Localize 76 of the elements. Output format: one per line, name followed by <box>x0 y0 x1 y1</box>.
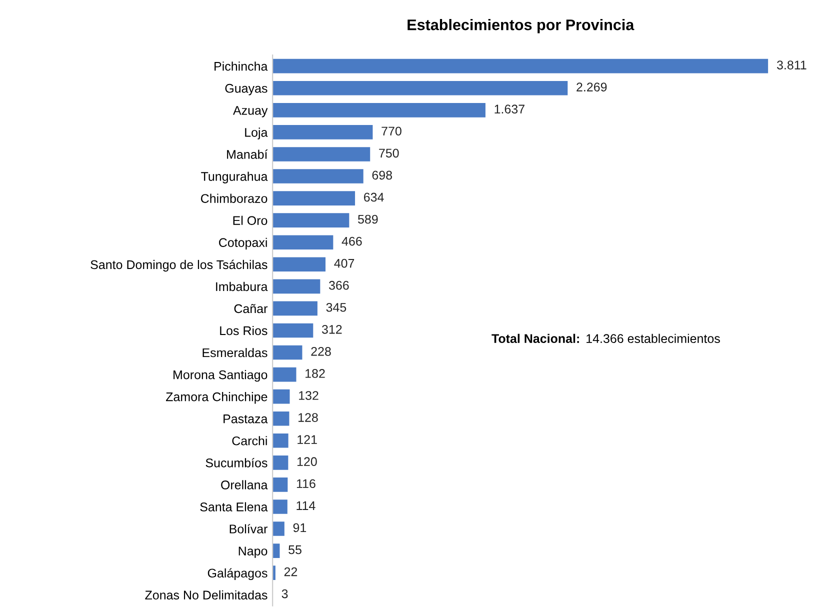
y-tick-label: El Oro <box>233 216 268 225</box>
data-label: 589 <box>358 214 378 224</box>
data-label: 1.637 <box>494 104 524 114</box>
data-label: 3.811 <box>776 60 806 70</box>
y-tick-label: Bolívar <box>230 524 268 534</box>
data-label: 2.269 <box>576 82 607 92</box>
bar <box>272 433 288 448</box>
data-label: 770 <box>382 126 402 136</box>
bar <box>272 411 290 426</box>
y-tick-label: Carchi <box>232 436 267 446</box>
data-label: 114 <box>296 501 316 510</box>
y-tick-label: Zamora Chinchipe <box>166 392 268 404</box>
bar <box>272 478 288 492</box>
y-tick-label: Esmeraldas <box>202 348 268 358</box>
bar <box>272 301 318 316</box>
bar <box>272 147 370 162</box>
y-tick-label: Tungurahua <box>201 172 268 184</box>
data-label: 22 <box>284 567 298 576</box>
bar <box>272 58 768 74</box>
bar <box>272 522 284 536</box>
y-tick-label: Guayas <box>225 84 268 96</box>
bar <box>272 500 288 514</box>
data-label: 121 <box>298 435 317 444</box>
y-tick-label: Santa Elena <box>200 502 268 512</box>
bar <box>272 323 314 338</box>
y-tick-label: Zonas No Delimitadas <box>145 590 268 600</box>
y-tick-label: Azuay <box>233 106 268 118</box>
y-tick-label: Imbabura <box>216 282 268 292</box>
data-label: 698 <box>372 170 392 180</box>
y-tick-label: Santo Domingo de los Tsáchilas <box>90 260 268 272</box>
data-label: 3 <box>282 589 288 598</box>
bar <box>272 103 486 118</box>
data-label: 312 <box>322 324 342 334</box>
data-label: 182 <box>306 369 325 378</box>
bar <box>272 257 326 272</box>
y-tick-label: Pastaza <box>224 414 268 424</box>
bar <box>272 125 373 140</box>
bar <box>272 367 296 382</box>
data-label: 407 <box>334 258 354 268</box>
data-label: 634 <box>364 192 384 202</box>
y-tick-label: Los Rios <box>220 326 268 336</box>
y-tick-label: Sucumbíos <box>206 458 268 468</box>
data-label: 366 <box>328 280 349 290</box>
y-tick-label: Napo <box>238 546 268 558</box>
bar <box>272 389 290 404</box>
bar <box>272 169 364 184</box>
data-label: 132 <box>299 391 318 400</box>
y-tick-label: Pichincha <box>214 62 268 71</box>
y-tick-label: Orellana <box>221 480 268 490</box>
bar <box>272 213 350 228</box>
y-tick-label: Manabí <box>227 150 268 159</box>
annotation: Total Nacional: <box>492 334 579 344</box>
data-label: 128 <box>298 413 318 422</box>
bar <box>272 345 302 360</box>
data-label: 466 <box>342 236 362 246</box>
bar <box>272 235 334 250</box>
data-label: 228 <box>311 347 331 356</box>
y-tick-label: Loja <box>245 128 268 140</box>
bar <box>272 191 356 206</box>
y-tick-label: Morona Santiago <box>174 370 268 382</box>
bar <box>272 456 288 470</box>
data-label: 91 <box>293 523 306 532</box>
y-tick-label: Galápagos <box>208 568 268 580</box>
annotation: 14.366 establecimientos <box>586 334 720 344</box>
data-label: 750 <box>379 148 399 158</box>
data-label: 120 <box>297 457 317 466</box>
data-label: 345 <box>326 302 346 312</box>
y-tick-label: Cotopaxi <box>219 238 267 250</box>
bar <box>272 80 568 96</box>
chart-title: Establecimientos por Provincia <box>408 19 634 34</box>
bar <box>272 544 280 558</box>
data-label: 116 <box>296 479 316 488</box>
y-tick-label: Cañar <box>234 304 268 314</box>
data-label: 55 <box>288 545 302 554</box>
y-tick-label: Chimborazo <box>200 194 268 203</box>
bar <box>272 279 320 294</box>
